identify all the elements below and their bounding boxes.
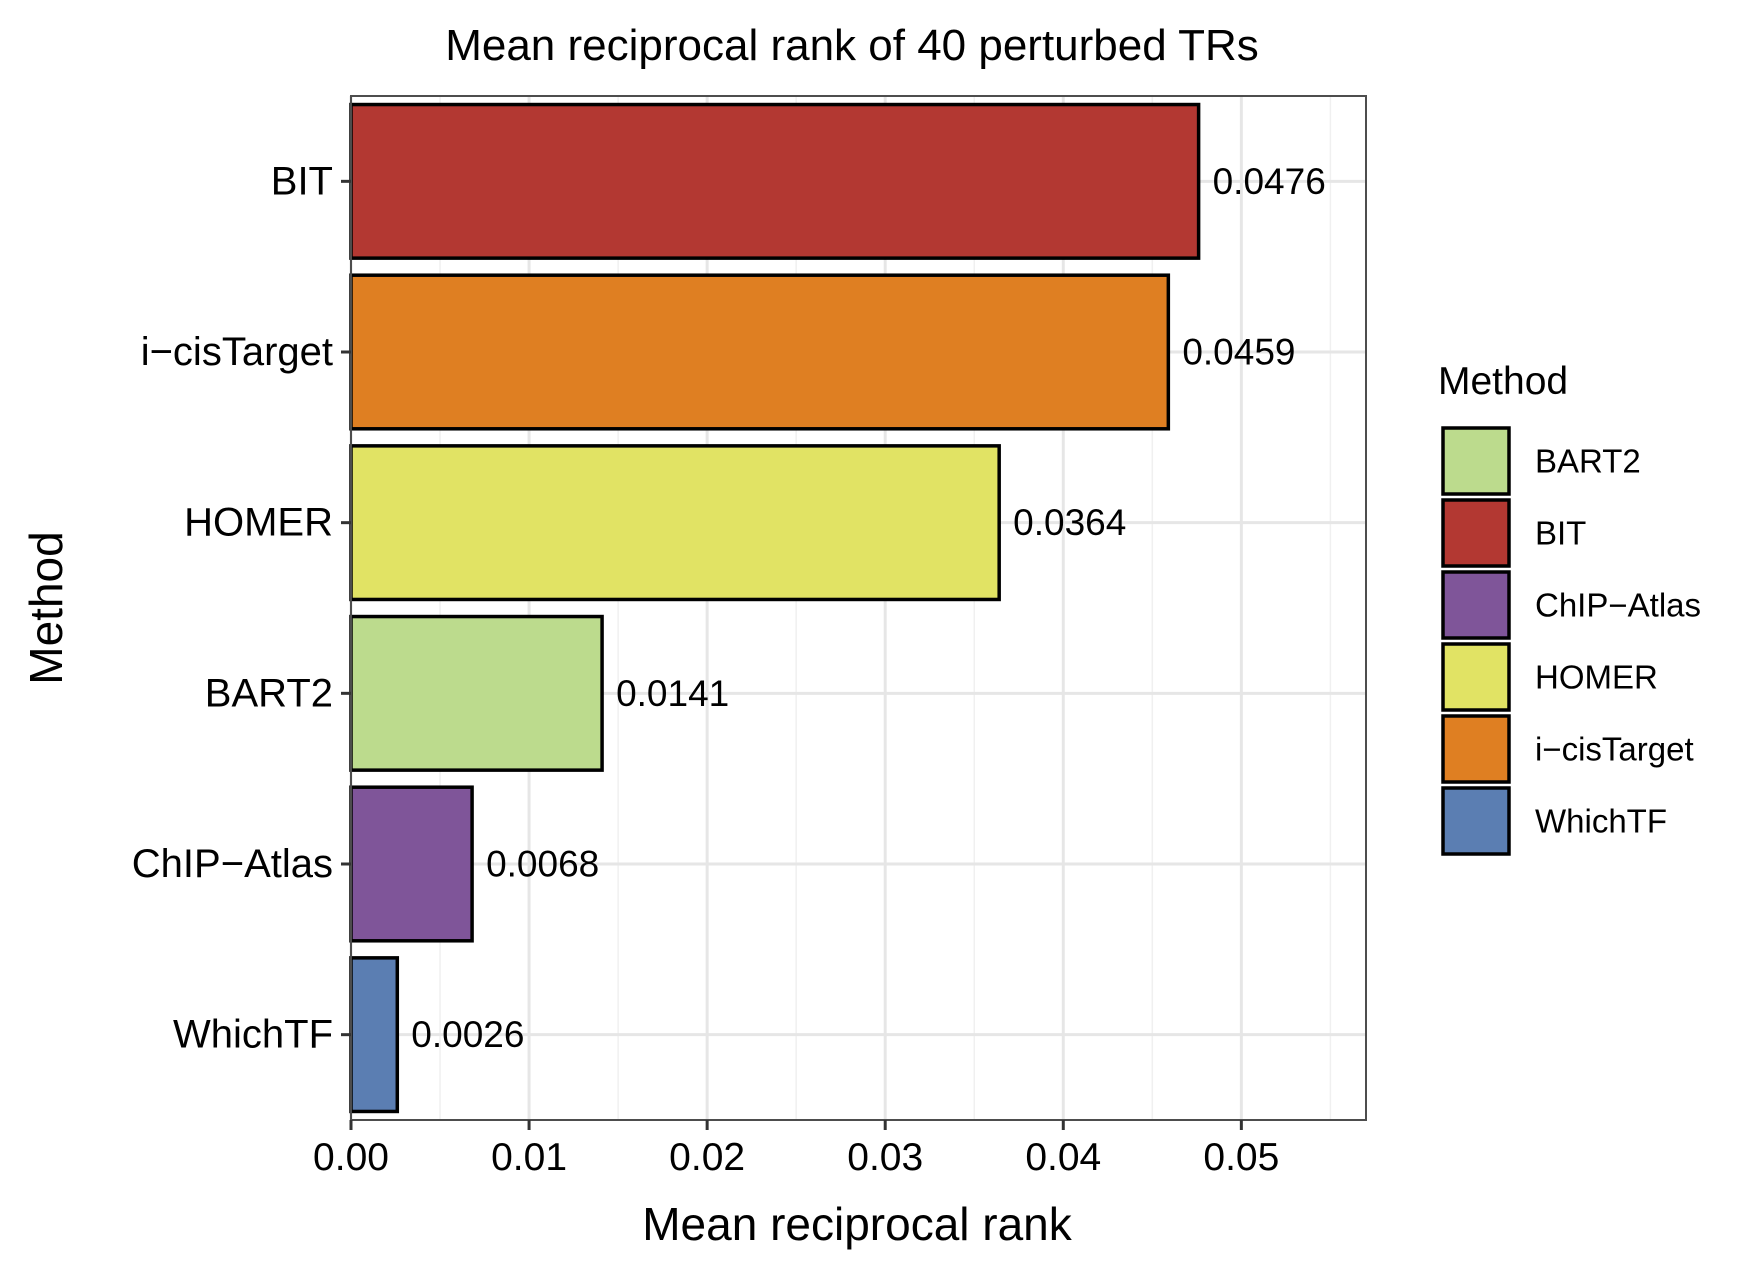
x-tick-label: 0.00 <box>313 1136 389 1179</box>
legend-key <box>1441 786 1511 856</box>
legend-key <box>1441 714 1511 784</box>
legend-label: HOMER <box>1535 659 1658 696</box>
bar <box>349 785 474 943</box>
bar-value-label: 0.0364 <box>1013 502 1126 543</box>
y-tick-label: BIT <box>271 159 333 203</box>
bar <box>349 273 1171 431</box>
y-axis-title: Method <box>20 531 72 684</box>
bar-value-label: 0.0459 <box>1182 332 1295 373</box>
data-labels: 0.0476 0.0459 0.0364 0.0141 0.0068 0.0026 <box>411 161 1325 1055</box>
bar-value-label: 0.0476 <box>1213 161 1326 202</box>
legend-label: WhichTF <box>1535 803 1667 840</box>
legend-title: Method <box>1438 360 1568 403</box>
plot-panel-border <box>350 95 1367 1121</box>
x-tick-label: 0.02 <box>669 1136 745 1179</box>
legend-label: i−cisTarget <box>1535 731 1694 768</box>
bars <box>349 102 1201 1114</box>
x-tick-label: 0.01 <box>491 1136 567 1179</box>
x-tick-label: 0.03 <box>847 1136 923 1179</box>
bar-value-label: 0.0026 <box>411 1014 524 1055</box>
legend-items: BART2 BIT ChIP−Atlas HOMER i−cisTarget WhichT… <box>1441 426 1701 856</box>
legend-label: BART2 <box>1535 443 1641 480</box>
legend-key <box>1441 642 1511 712</box>
x-axis-title: Mean reciprocal rank <box>642 1198 1073 1250</box>
legend-label: ChIP−Atlas <box>1535 587 1701 624</box>
y-tick-label: i−cisTarget <box>141 330 333 374</box>
y-tick-label: BART2 <box>205 671 333 715</box>
bar-value-label: 0.0141 <box>616 673 729 714</box>
bar <box>349 102 1201 260</box>
y-tick-label: ChIP−Atlas <box>132 842 333 886</box>
x-tick-label: 0.05 <box>1203 1136 1279 1179</box>
bar <box>349 614 604 772</box>
legend-key <box>1441 498 1511 568</box>
bar <box>349 444 1001 602</box>
legend-key <box>1441 570 1511 640</box>
y-axis: BIT i−cisTarget HOMER BART2 ChIP−Atlas WhichT… <box>132 159 351 1057</box>
bar-value-label: 0.0068 <box>486 844 599 885</box>
x-axis: 0.00 0.01 0.02 0.03 0.04 0.05 <box>313 1120 1279 1179</box>
y-tick-label: HOMER <box>184 501 333 545</box>
legend-key <box>1441 426 1511 496</box>
x-tick-label: 0.04 <box>1025 1136 1101 1179</box>
bar <box>349 956 400 1114</box>
y-tick-label: WhichTF <box>173 1013 333 1057</box>
legend: Method BART2 BIT ChIP−Atlas HOMER i−cisTarge… <box>1438 360 1701 856</box>
legend-label: BIT <box>1535 515 1586 552</box>
chart-title: Mean reciprocal rank of 40 perturbed TRs <box>445 21 1259 70</box>
